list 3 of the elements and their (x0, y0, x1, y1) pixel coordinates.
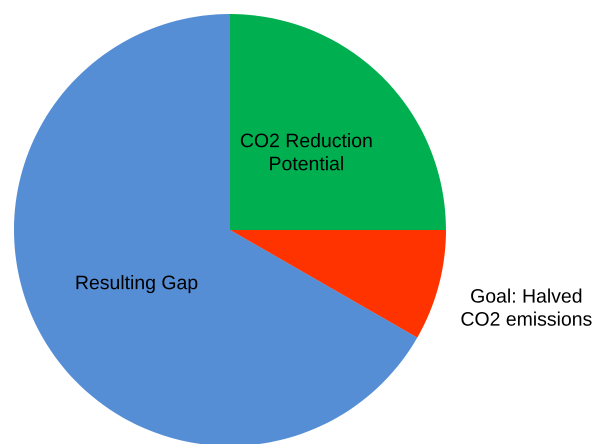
slice-label: Resulting Gap (76, 275, 198, 294)
slice-label: CO2 Reduction Potential (240, 133, 372, 170)
slice-label: Goal: Halved CO2 emissions (461, 288, 592, 326)
